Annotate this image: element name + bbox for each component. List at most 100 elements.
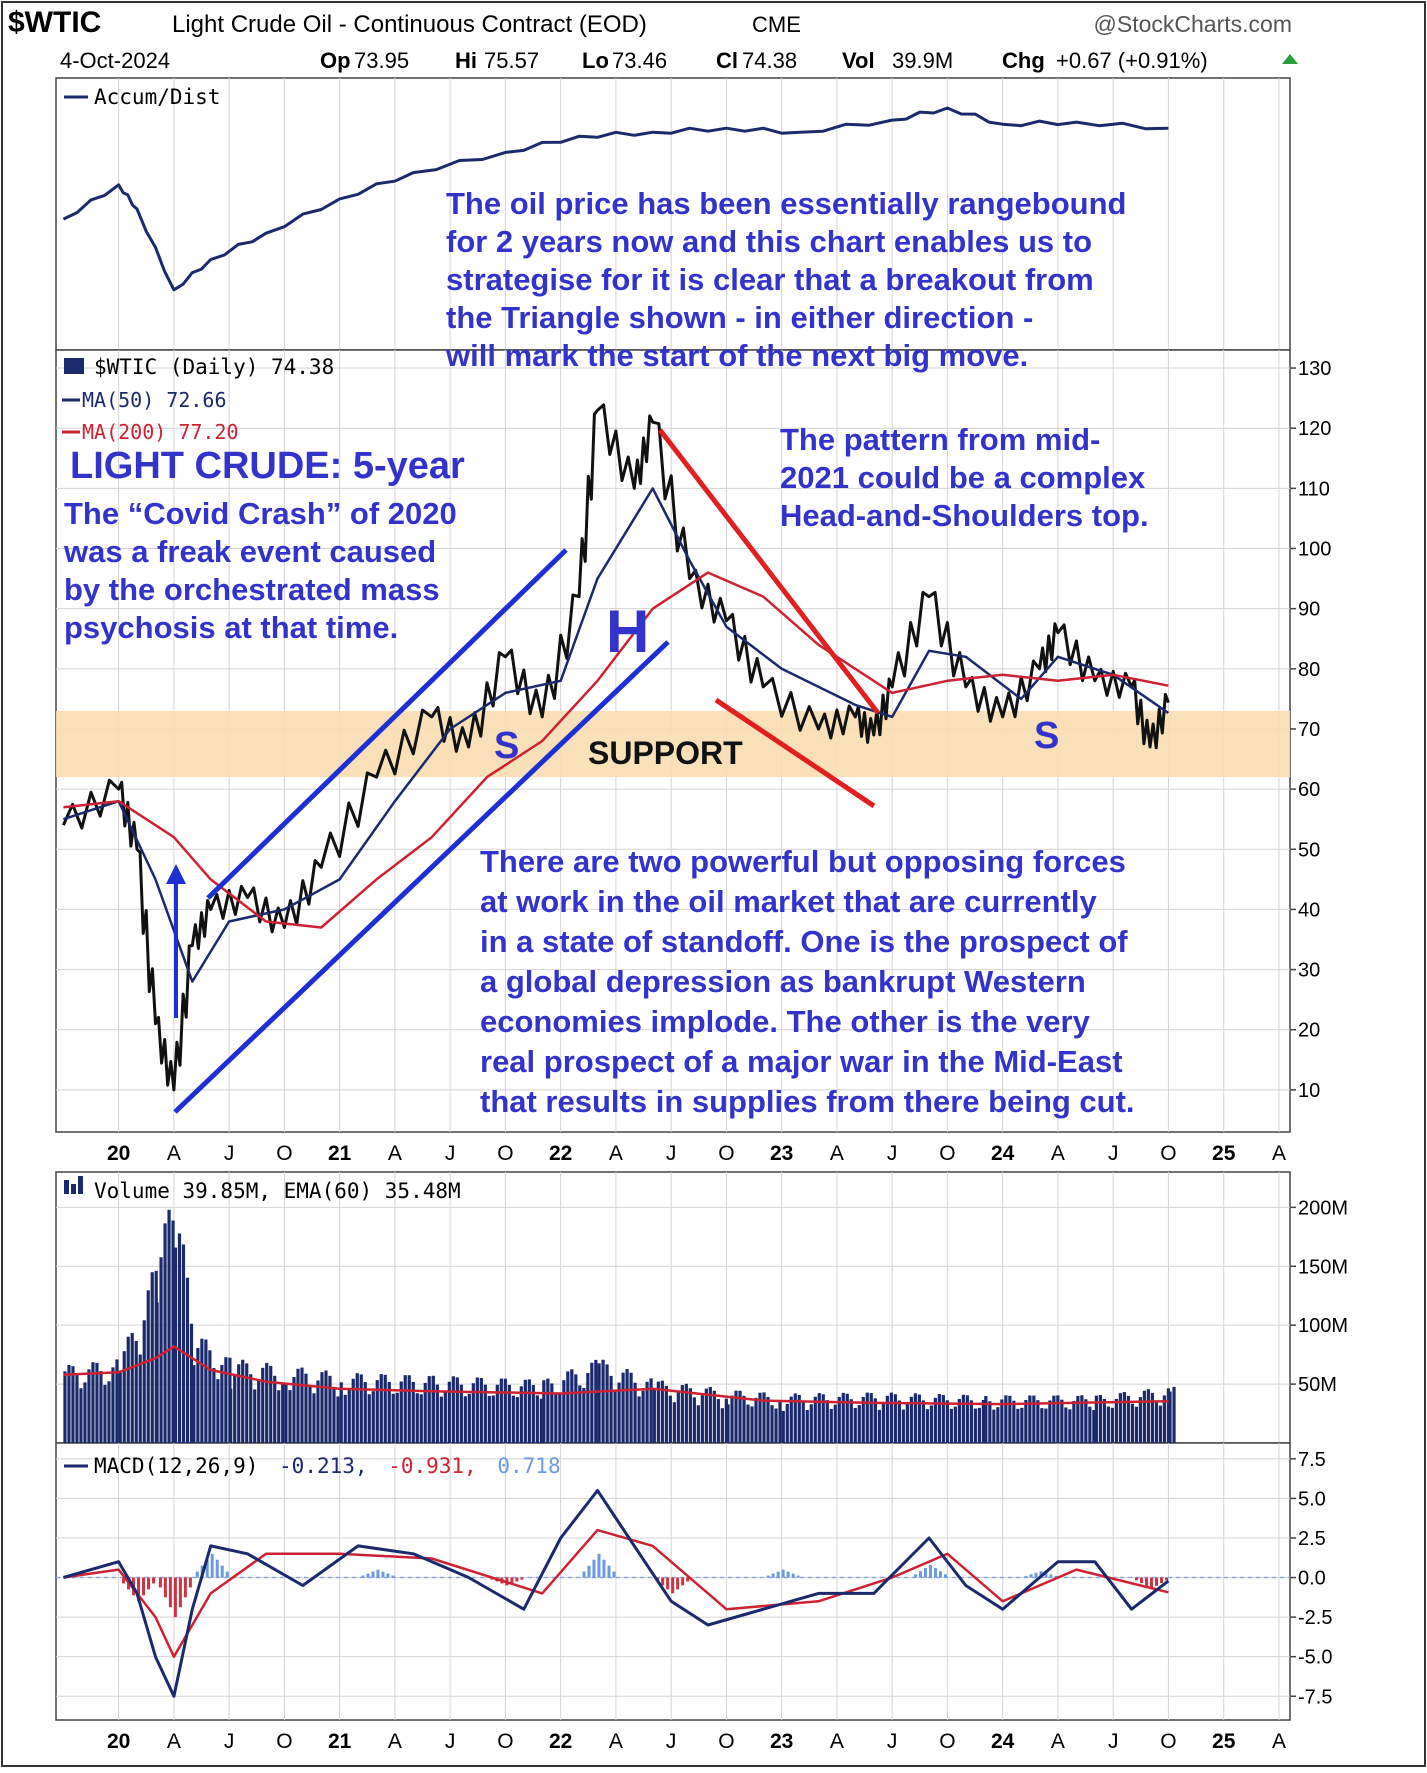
volume-bar (130, 1332, 134, 1443)
volume-bar (359, 1374, 363, 1443)
volume-bar (969, 1400, 973, 1443)
x-tick-label: O (497, 1730, 513, 1753)
x-tick-label: 22 (549, 1142, 572, 1165)
volume-bar (411, 1381, 415, 1443)
volume-bar (629, 1372, 633, 1443)
volume-bar (455, 1377, 459, 1443)
support-band (56, 710, 1290, 778)
pattern-line-3: Head-and-Shoulders top. (780, 498, 1149, 533)
volume-bar (241, 1359, 245, 1443)
volume-bar (212, 1368, 216, 1443)
x-tick-label: O (276, 1730, 292, 1753)
macd-histogram-bar (1049, 1574, 1053, 1578)
volume-bar (395, 1392, 399, 1443)
macd-histogram-bar (122, 1577, 126, 1584)
volume-bar (403, 1375, 407, 1443)
volume-bar (1008, 1395, 1012, 1443)
volume-bar (499, 1378, 503, 1443)
volume-bar (742, 1395, 746, 1443)
macd-y-tick-label: -7.5 (1298, 1686, 1332, 1708)
ma200-series-line (63, 571, 1169, 929)
volume-bar (253, 1389, 257, 1443)
volume-bar (801, 1401, 805, 1443)
volume-bar (475, 1377, 479, 1443)
volume-bar (1094, 1395, 1098, 1443)
macd-histogram-bar (766, 1575, 770, 1578)
volume-bar (467, 1393, 471, 1443)
volume-bar (439, 1396, 443, 1443)
volume-bar (281, 1382, 285, 1443)
volume-bar (375, 1380, 379, 1443)
macd-histogram-bar (602, 1559, 606, 1578)
macd-histogram-bar (1140, 1577, 1144, 1584)
volume-bar (594, 1359, 598, 1443)
series-layer (62, 106, 1176, 1698)
macd-histogram-bar (1029, 1574, 1033, 1578)
accum-series-line (62, 106, 1169, 292)
volume-bar (901, 1409, 905, 1443)
volume-bar (738, 1390, 742, 1443)
volume-bar (897, 1400, 901, 1443)
volume-bar (1064, 1407, 1068, 1443)
volume-bar (288, 1390, 292, 1443)
volume-bar (419, 1394, 423, 1443)
volume-bar (237, 1364, 241, 1443)
high-value: 75.57 (484, 48, 539, 73)
accum-legend: Accum/Dist (64, 85, 220, 109)
volume-bar (316, 1380, 320, 1443)
volume-bar (770, 1405, 774, 1443)
price-y-tick-label: 90 (1298, 599, 1320, 621)
title-label: Light Crude Oil - Continuous Contract (E… (172, 11, 647, 38)
macd-histogram-bar (607, 1565, 611, 1578)
macd-histogram-bar (225, 1571, 229, 1578)
x-tick-label: J (1108, 1142, 1119, 1165)
price-y-tick-label: 100 (1298, 539, 1331, 561)
volume-bar (933, 1397, 937, 1443)
volume-bar (1168, 1391, 1172, 1443)
macd-histogram-bar (391, 1575, 395, 1578)
volume-bar (758, 1392, 762, 1443)
volume-bar (95, 1362, 99, 1443)
covid-line-3: by the orchestrated mass (64, 572, 440, 607)
macd-histogram-bar (939, 1571, 943, 1578)
volume-bar (122, 1351, 126, 1443)
volume-bar (1088, 1406, 1092, 1443)
volume-bar (83, 1382, 87, 1443)
volume-bar (1118, 1393, 1122, 1443)
price-y-tick-label: 70 (1298, 719, 1320, 741)
volume-bar (746, 1404, 750, 1443)
volume-bar (953, 1406, 957, 1443)
volume-bar (451, 1376, 455, 1443)
macd-histogram-bar (183, 1577, 187, 1598)
macd-histogram-bar (771, 1573, 775, 1578)
volume-bar (712, 1390, 716, 1443)
volume-bar (1068, 1409, 1072, 1443)
top-annotation-line-4: the Triangle shown - in either direction… (446, 300, 1033, 335)
volume-bar (1052, 1395, 1056, 1443)
volume-bar (1134, 1406, 1138, 1443)
price-series-line (62, 403, 1170, 1092)
x-tick-label: A (1272, 1142, 1286, 1165)
macd-signal-line (63, 1528, 1169, 1658)
volume-bar (284, 1384, 288, 1443)
volume-label: Vol (842, 48, 875, 73)
volume-bar (167, 1209, 171, 1443)
volume-bar (273, 1375, 277, 1443)
macd-histogram-bar (924, 1568, 928, 1578)
volume-bar (1080, 1395, 1084, 1443)
volume-bar (1110, 1407, 1114, 1443)
volume-bar (245, 1363, 249, 1443)
volume-bar (688, 1388, 692, 1443)
forces-line-6: real prospect of a major war in the Mid-… (480, 1044, 1123, 1079)
volume-bar (150, 1272, 154, 1443)
light-crude-title: LIGHT CRUDE: 5-year (70, 445, 465, 487)
macd-histogram-bar (142, 1577, 146, 1596)
volume-bar (1036, 1400, 1040, 1443)
volume-y-tick-label: 150M (1298, 1256, 1348, 1278)
volume-icon (64, 1180, 69, 1194)
price-y-tick-label: 30 (1298, 960, 1320, 982)
volume-bar (155, 1302, 159, 1443)
symbol-label: $WTIC (8, 6, 101, 39)
volume-bar (937, 1394, 941, 1443)
volume-bar (578, 1385, 582, 1443)
